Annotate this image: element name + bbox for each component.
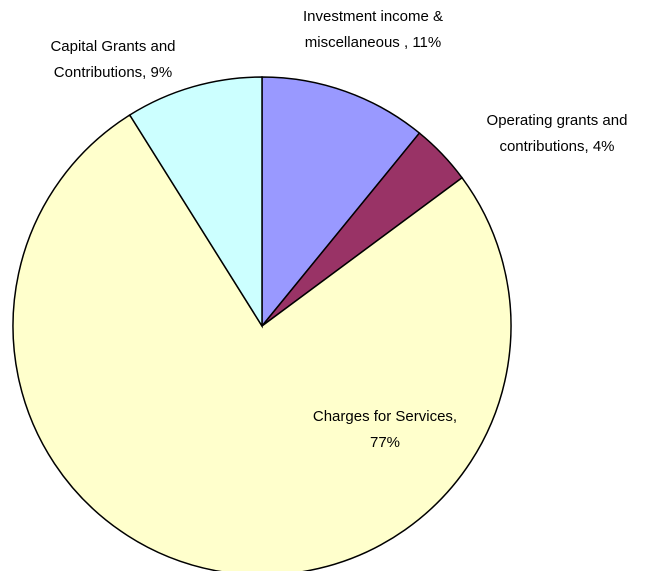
pie-slice <box>261 76 421 329</box>
data-label: Capital Grants and <box>50 38 175 55</box>
pie-slice <box>128 76 263 329</box>
data-label: Contributions, 9% <box>54 64 172 81</box>
data-label: Operating grants and <box>487 112 628 129</box>
data-label: Investment income & <box>303 8 443 25</box>
data-label: Charges for Services, <box>313 408 457 425</box>
data-label: contributions, 4% <box>499 138 614 155</box>
data-label: miscellaneous , 11% <box>305 34 441 51</box>
data-label: 77% <box>370 434 400 451</box>
